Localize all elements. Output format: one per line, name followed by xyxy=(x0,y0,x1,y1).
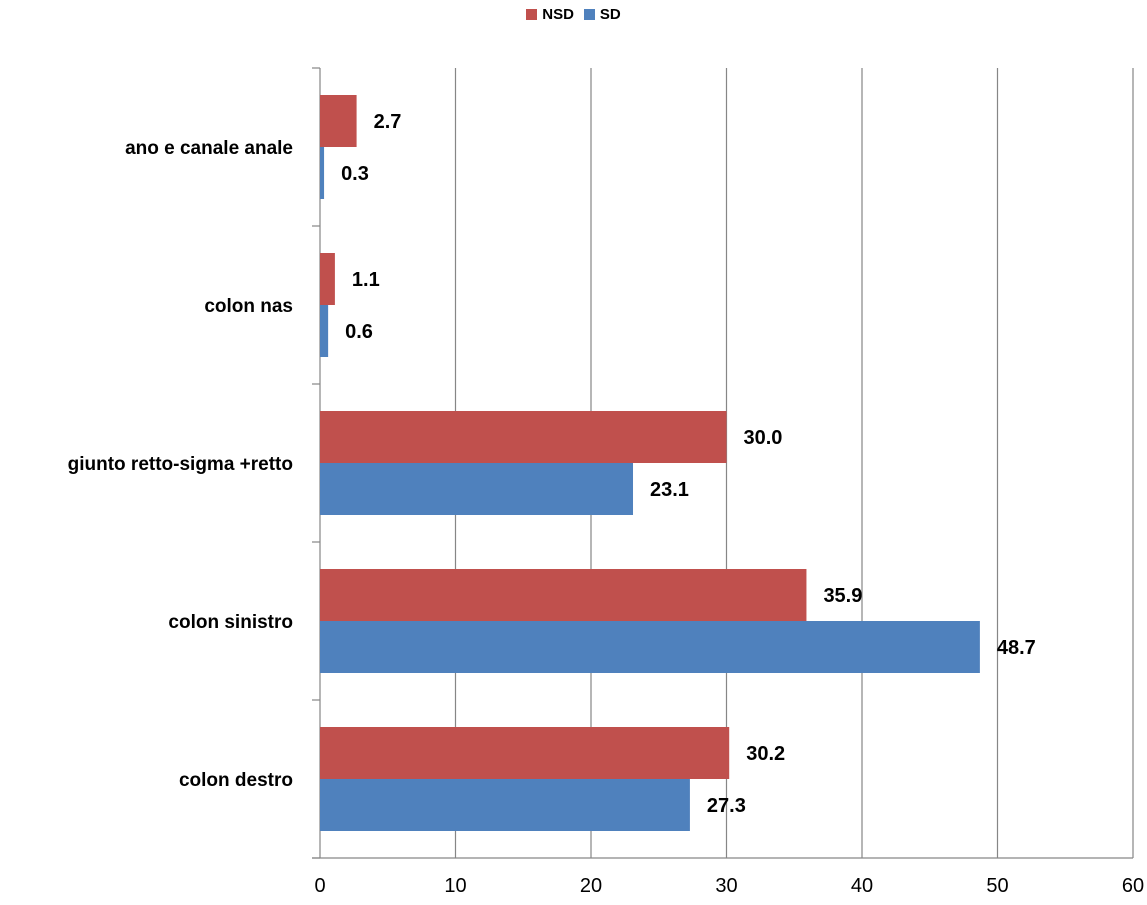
category-label-1: colon nas xyxy=(204,296,293,317)
data-label-nsd-3: 35.9 xyxy=(823,585,862,607)
x-tick-label-5: 50 xyxy=(986,875,1008,897)
x-tick-label-2: 20 xyxy=(580,875,602,897)
data-label-nsd-1: 1.1 xyxy=(352,269,380,291)
x-tick-label-6: 60 xyxy=(1122,875,1144,897)
data-label-nsd-2: 30.0 xyxy=(744,427,783,449)
data-label-nsd-4: 30.2 xyxy=(746,743,785,765)
bar-nsd-1 xyxy=(320,253,335,305)
category-label-0: ano e canale anale xyxy=(125,138,293,159)
bar-sd-1 xyxy=(320,305,329,357)
data-label-sd-4: 27.3 xyxy=(707,795,746,817)
category-label-4: colon destro xyxy=(179,770,293,791)
bar-nsd-4 xyxy=(320,727,730,779)
x-tick-label-0: 0 xyxy=(314,875,325,897)
data-label-sd-3: 48.7 xyxy=(997,637,1036,659)
legend-swatch-nsd xyxy=(526,9,538,20)
data-label-sd-0: 0.3 xyxy=(341,163,369,185)
category-label-2: giunto retto-sigma +retto xyxy=(68,454,293,475)
legend-label-sd: SD xyxy=(599,6,621,23)
x-tick-label-4: 40 xyxy=(851,875,873,897)
legend-label-nsd: NSD xyxy=(542,6,574,23)
bar-nsd-2 xyxy=(320,411,727,463)
data-label-nsd-0: 2.7 xyxy=(374,111,402,133)
legend-swatch-sd xyxy=(583,9,595,20)
bar-sd-4 xyxy=(320,779,690,831)
category-label-3: colon sinistro xyxy=(168,612,293,633)
bar-nsd-3 xyxy=(320,569,807,621)
bar-sd-3 xyxy=(320,621,980,673)
legend-item-sd: SD xyxy=(583,6,621,23)
bar-nsd-0 xyxy=(320,95,357,147)
legend-item-nsd: NSD xyxy=(526,6,574,23)
data-label-sd-2: 23.1 xyxy=(650,479,689,501)
x-tick-label-1: 10 xyxy=(444,875,466,897)
bar-sd-2 xyxy=(320,463,634,515)
bar-sd-0 xyxy=(320,147,325,199)
legend: NSD SD xyxy=(0,6,1147,23)
data-label-sd-1: 0.6 xyxy=(345,321,373,343)
x-tick-label-3: 30 xyxy=(715,875,737,897)
